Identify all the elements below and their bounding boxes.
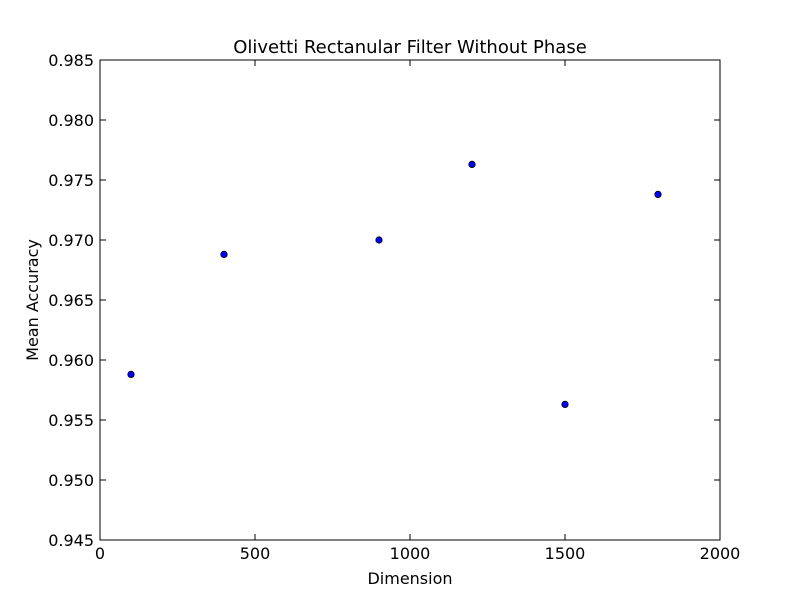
y-tick-label: 0.965 — [48, 291, 94, 310]
y-tick-label: 0.945 — [48, 531, 94, 550]
y-axis-label: Mean Accuracy — [23, 239, 42, 361]
scatter-point — [654, 190, 662, 198]
y-tick-label: 0.960 — [48, 351, 94, 370]
x-axis-label: Dimension — [367, 569, 452, 588]
x-tick-label: 500 — [240, 544, 271, 563]
x-tick-label: 1000 — [390, 544, 431, 563]
y-tick-label: 0.975 — [48, 171, 94, 190]
scatter-point — [127, 370, 135, 378]
y-tick-label: 0.970 — [48, 231, 94, 250]
chart-title: Olivetti Rectanular Filter Without Phase — [233, 37, 587, 58]
scatter-points — [127, 160, 662, 408]
y-tick-label: 0.985 — [48, 51, 94, 70]
y-tick-label: 0.955 — [48, 411, 94, 430]
plot-area-frame — [99, 59, 721, 541]
scatter-point — [561, 400, 569, 408]
scatter-point — [220, 250, 228, 258]
x-axis-ticks: 0 500 1000 1500 2000 — [95, 60, 740, 563]
y-axis-ticks: 0.945 0.950 0.955 0.960 0.965 0.970 0.975 0.980… — [48, 51, 720, 550]
x-tick-label: 1500 — [545, 544, 586, 563]
scatter-point — [468, 160, 476, 168]
scatter-point — [375, 236, 383, 244]
x-tick-label: 0 — [95, 544, 105, 563]
x-tick-label: 2000 — [700, 544, 741, 563]
y-tick-label: 0.980 — [48, 111, 94, 130]
y-tick-label: 0.950 — [48, 471, 94, 490]
